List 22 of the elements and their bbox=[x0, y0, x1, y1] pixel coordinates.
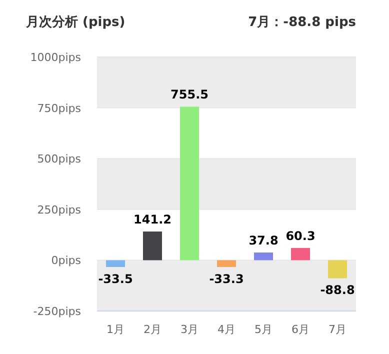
y-tick-label: -250pips bbox=[33, 305, 82, 318]
y-tick-label: 250pips bbox=[37, 203, 82, 216]
y-tick-label: 500pips bbox=[37, 152, 82, 166]
data-label: 141.2 bbox=[134, 212, 172, 227]
data-label: 37.8 bbox=[248, 234, 278, 248]
chart-subtitle: 7月：-88.8 pips bbox=[248, 15, 356, 30]
x-tick-label: 7月 bbox=[328, 323, 346, 336]
y-tick-label: 0pips bbox=[51, 254, 82, 268]
x-tick-label: 1月 bbox=[106, 323, 124, 336]
data-label: -33.5 bbox=[98, 272, 133, 286]
data-label: -88.8 bbox=[320, 283, 355, 298]
x-tick-label: 6月 bbox=[292, 323, 310, 336]
data-label: -33.3 bbox=[209, 272, 244, 286]
x-tick-label: 3月 bbox=[180, 323, 198, 336]
data-label: 60.3 bbox=[286, 228, 316, 243]
x-tick-label: 5月 bbox=[254, 323, 272, 336]
data-label: 755.5 bbox=[170, 88, 208, 102]
chart-title: 月次分析 (pips) bbox=[25, 15, 126, 30]
x-tick-label: 4月 bbox=[218, 323, 236, 336]
y-tick-label: 1000pips bbox=[30, 51, 82, 64]
y-tick-label: 750pips bbox=[37, 102, 82, 115]
x-tick-label: 2月 bbox=[144, 323, 162, 336]
